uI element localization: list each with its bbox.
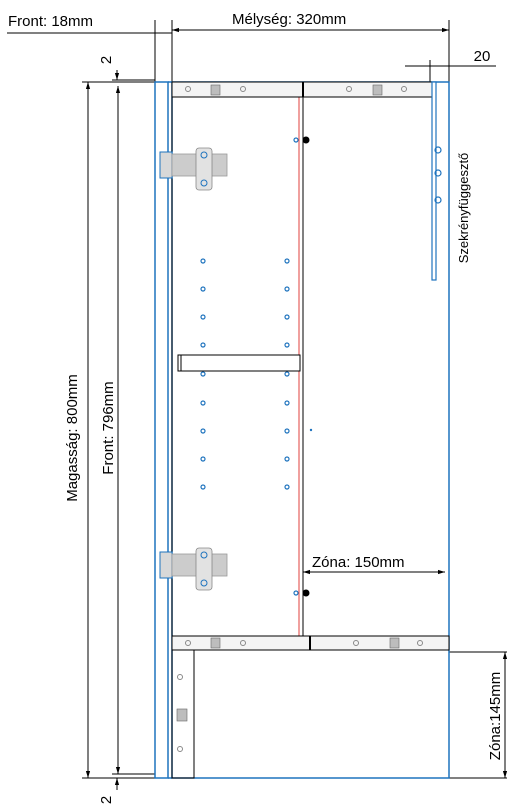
screw-icon — [353, 640, 359, 646]
hanger-label: Szekrényfüggesztő — [456, 153, 471, 264]
hinge-icon — [159, 147, 228, 191]
rail-clip — [372, 84, 383, 96]
cabinet-front-panel — [154, 81, 169, 779]
depth-label: Mélység: 320mm — [232, 11, 346, 28]
zone-height-label: Zóna:145mm — [487, 672, 504, 760]
cabinet-hanger-icon — [431, 81, 442, 281]
shelf-pin-icon — [200, 137, 299, 596]
screw-icon — [346, 86, 352, 92]
offset-right-label: 20 — [474, 48, 491, 65]
black-pin-icon — [302, 589, 310, 597]
lower-panel-details — [176, 674, 188, 752]
rail-clip — [210, 637, 221, 649]
hinge-icon — [159, 547, 228, 591]
bottom-rail — [171, 635, 450, 651]
gap-top-label: 2 — [98, 56, 115, 64]
screw-icon — [185, 86, 191, 92]
dimension-lines — [7, 20, 507, 790]
gap-bottom-label: 2 — [98, 796, 115, 804]
marker-dot — [309, 428, 313, 432]
screw-icon — [185, 640, 191, 646]
rail-clip — [389, 637, 400, 649]
screw-icon — [401, 86, 407, 92]
shelf — [177, 354, 301, 372]
height-label: Magasság: 800mm — [64, 374, 81, 502]
inner-structure — [171, 96, 450, 779]
front-height-label: Front: 796mm — [100, 381, 117, 474]
screw-icon — [240, 86, 246, 92]
zone-width-label: Zóna: 150mm — [312, 554, 405, 571]
screw-icon — [417, 640, 423, 646]
screw-icon — [240, 640, 246, 646]
black-pin-icon — [302, 136, 310, 144]
rail-clip — [210, 84, 221, 96]
top-rail — [171, 81, 433, 98]
front-thickness-label: Front: 18mm — [8, 13, 93, 30]
